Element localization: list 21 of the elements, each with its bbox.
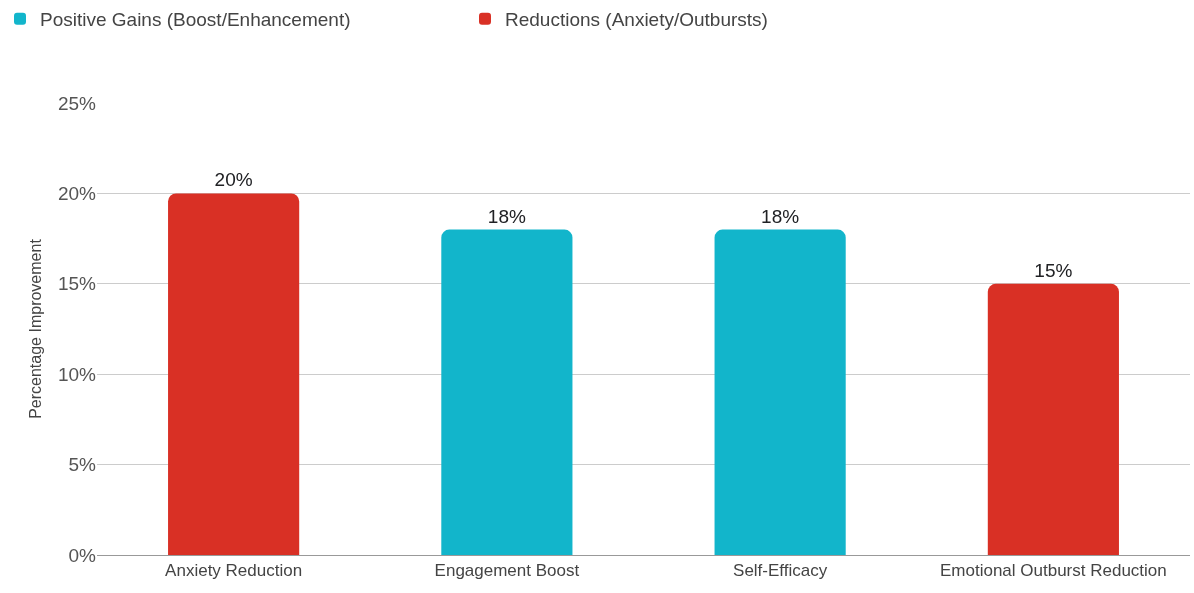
bar bbox=[441, 229, 573, 555]
x-tick-label: Anxiety Reduction bbox=[165, 561, 303, 581]
x-tick-label: Emotional Outburst Reduction bbox=[939, 561, 1167, 581]
data-label: 15% bbox=[1034, 259, 1073, 281]
y-tick-label: 20% bbox=[57, 183, 97, 205]
y-tick-label: 25% bbox=[57, 92, 97, 114]
y-tick-label: 5% bbox=[68, 454, 97, 476]
legend-label: Positive Gains (Boost/Enhancement) bbox=[40, 9, 351, 31]
y-axis-title: Percentage Improvement bbox=[26, 238, 44, 419]
data-label: 18% bbox=[761, 205, 800, 227]
bar bbox=[168, 193, 300, 555]
bar bbox=[714, 229, 846, 555]
legend-label: Reductions (Anxiety/Outbursts) bbox=[505, 9, 768, 31]
y-tick-label: 15% bbox=[57, 273, 97, 295]
x-tick-label: Engagement Boost bbox=[434, 561, 580, 581]
data-label: 20% bbox=[214, 169, 253, 191]
bar bbox=[987, 283, 1119, 555]
data-label: 18% bbox=[487, 205, 526, 227]
x-tick-label: Self-Efficacy bbox=[733, 561, 828, 581]
y-tick-label: 0% bbox=[68, 544, 97, 566]
y-tick-label: 10% bbox=[57, 363, 97, 385]
